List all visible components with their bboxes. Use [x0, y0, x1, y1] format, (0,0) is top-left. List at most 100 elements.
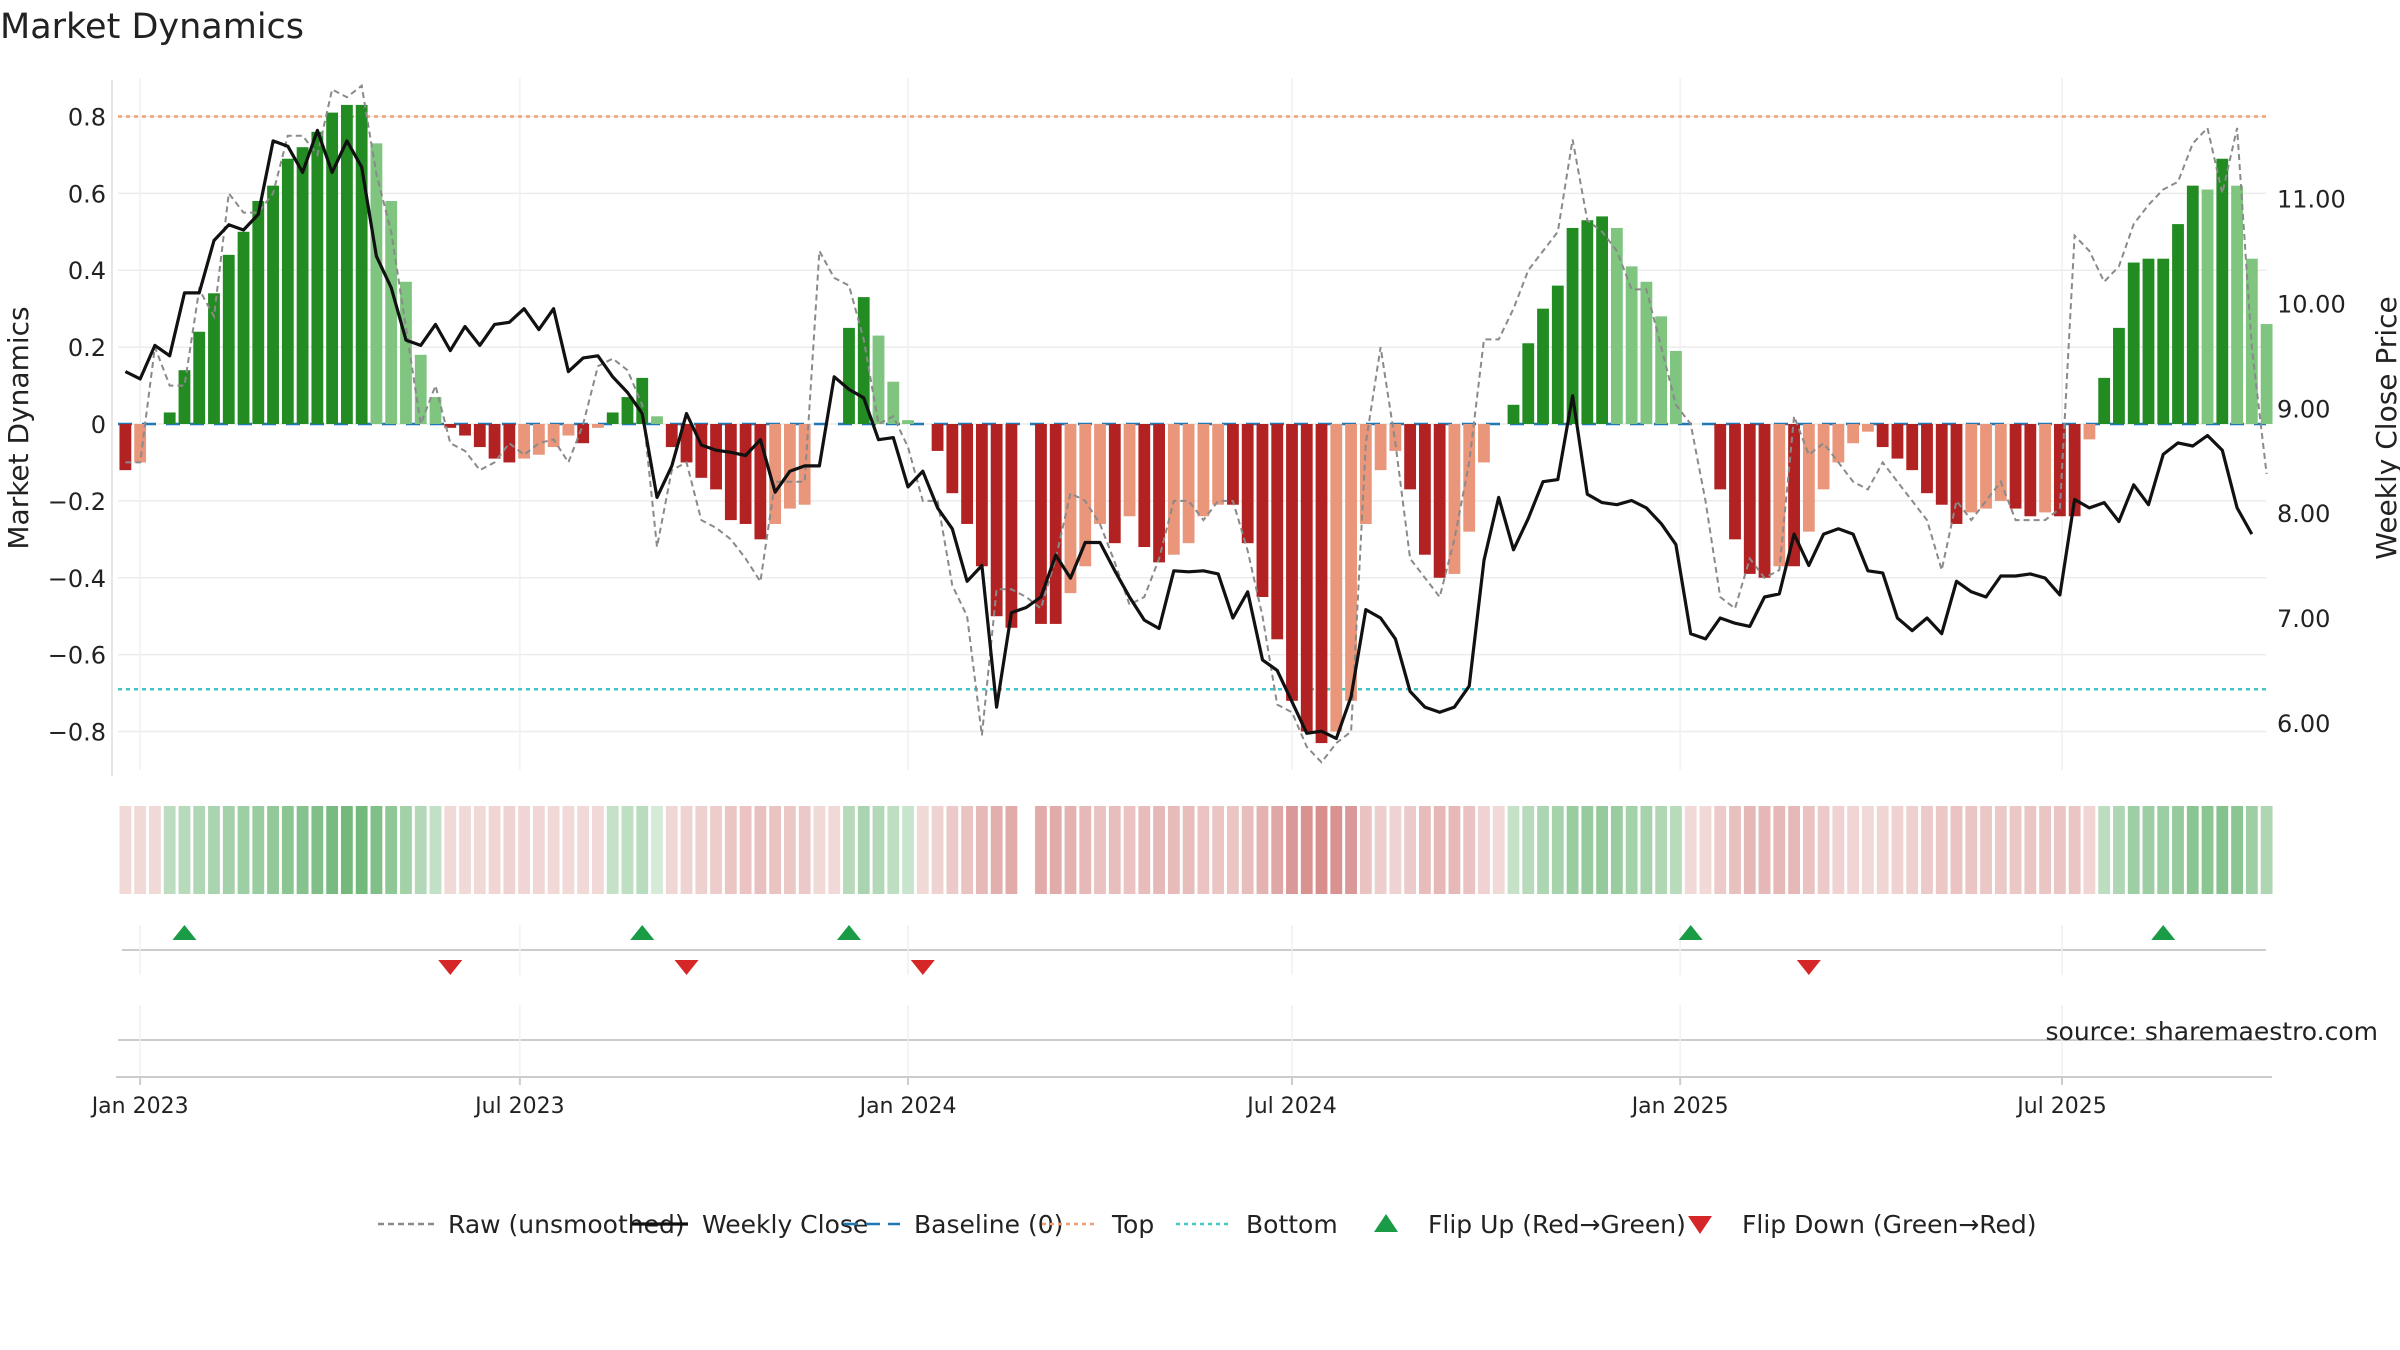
legend-marker: [1688, 1216, 1712, 1234]
heat-cell: [2024, 806, 2037, 894]
heat-cell: [1197, 806, 1210, 894]
dynamics-bar: [193, 331, 206, 424]
dynamics-bar: [1729, 424, 1741, 540]
dynamics-bar: [961, 424, 974, 524]
heat-cell: [1153, 806, 1165, 894]
dynamics-bar: [1359, 424, 1372, 524]
dynamics-bar: [1847, 424, 1860, 444]
dynamics-bar: [1108, 424, 1121, 544]
dynamics-bar: [2127, 262, 2140, 424]
heat-cell: [1847, 806, 1860, 894]
heat-cell: [1448, 806, 1461, 894]
dynamics-bar: [946, 424, 959, 494]
heat-cell: [1123, 806, 1136, 894]
heat-cell: [400, 806, 412, 894]
flip-up-marker: [172, 925, 197, 940]
dynamics-bar: [1802, 424, 1815, 532]
heat-cell: [1596, 806, 1609, 894]
heat-cell: [916, 806, 929, 894]
heat-cell: [326, 806, 339, 894]
heat-cell: [2157, 806, 2170, 894]
dynamics-bar: [1743, 424, 1756, 574]
dynamics-bar: [1537, 308, 1549, 424]
heat-cell: [577, 806, 590, 894]
y-axis-label: Market Dynamics: [2, 306, 35, 549]
dynamics-bar: [1389, 424, 1402, 451]
flip-down-marker: [674, 960, 699, 975]
dynamics-bar: [577, 424, 590, 444]
legend-label: Baseline (0): [914, 1210, 1063, 1239]
dynamics-bar: [902, 420, 914, 424]
y2-tick-label: 7.00: [2277, 605, 2330, 633]
heat-cell: [178, 806, 191, 894]
dynamics-bar: [1123, 424, 1136, 517]
dynamics-bar: [1374, 424, 1387, 471]
dynamics-bar: [208, 293, 220, 424]
dynamics-bar: [1315, 424, 1328, 744]
heat-cell: [798, 806, 811, 894]
dynamics-bar: [1212, 424, 1225, 505]
dynamics-bar: [1670, 350, 1682, 424]
heat-cell: [754, 806, 767, 894]
dynamics-bar: [355, 104, 368, 425]
dynamics-bar: [1300, 424, 1313, 732]
dynamics-bar: [857, 297, 870, 424]
heat-cell: [1832, 806, 1845, 894]
dynamics-bar: [562, 424, 575, 436]
dynamics-bar: [1788, 424, 1800, 567]
dynamics-bar: [163, 412, 176, 424]
dynamics-bar: [2039, 424, 2052, 513]
heat-cell: [562, 806, 575, 894]
dynamics-bar: [326, 112, 339, 424]
heat-cell: [267, 806, 279, 894]
chart-title: Market Dynamics: [0, 7, 304, 47]
heat-cell: [1404, 806, 1417, 894]
dynamics-bar: [1138, 424, 1151, 548]
dynamics-bar: [2172, 224, 2184, 424]
heat-cell: [1359, 806, 1372, 894]
heat-cell: [1241, 806, 1254, 894]
x-tick-label: Jan 2025: [1630, 1094, 1729, 1119]
y-tick-label: −0.4: [48, 565, 106, 593]
flip-up-marker: [1678, 925, 1703, 940]
dynamics-bar: [1197, 424, 1210, 517]
heat-cell: [1773, 806, 1786, 894]
heat-cell: [2127, 806, 2140, 894]
heat-cell: [1684, 806, 1697, 894]
dynamics-bar: [1714, 424, 1727, 490]
heat-cell: [1699, 806, 1712, 894]
heat-cell: [2216, 806, 2229, 894]
heat-cell: [1640, 806, 1653, 894]
heat-cell: [222, 806, 235, 894]
heat-cell: [547, 806, 560, 894]
dynamics-bar: [414, 354, 427, 424]
dynamics-bar: [134, 424, 147, 463]
dynamics-bar: [1566, 227, 1579, 424]
y-tick-label: 0.4: [68, 257, 106, 285]
dynamics-bar: [1758, 424, 1771, 578]
dynamics-bar: [444, 424, 457, 428]
heat-cell: [651, 806, 663, 894]
heat-cell: [1492, 806, 1505, 894]
x-tick-label: Jul 2023: [473, 1094, 565, 1119]
dynamics-bar: [1005, 424, 1018, 628]
heat-cell: [1374, 806, 1387, 894]
y-tick-label: 0.8: [68, 103, 106, 131]
heat-cell: [931, 806, 944, 894]
dynamics-bar: [385, 201, 398, 424]
dynamics-bar: [1256, 424, 1269, 597]
dynamics-bar: [783, 424, 796, 509]
dynamics-bar: [503, 424, 516, 463]
heat-cell: [1094, 806, 1106, 894]
dynamics-bar: [429, 397, 442, 424]
dynamics-bar: [1861, 424, 1874, 432]
heat-cell: [606, 806, 619, 894]
dynamics-bar: [754, 424, 767, 540]
dynamics-bar: [281, 158, 294, 424]
heat-cell: [1433, 806, 1446, 894]
heat-cell: [2142, 806, 2155, 894]
heat-cell: [975, 806, 988, 894]
dynamics-bar: [1921, 424, 1933, 494]
heat-cell: [1227, 806, 1239, 894]
